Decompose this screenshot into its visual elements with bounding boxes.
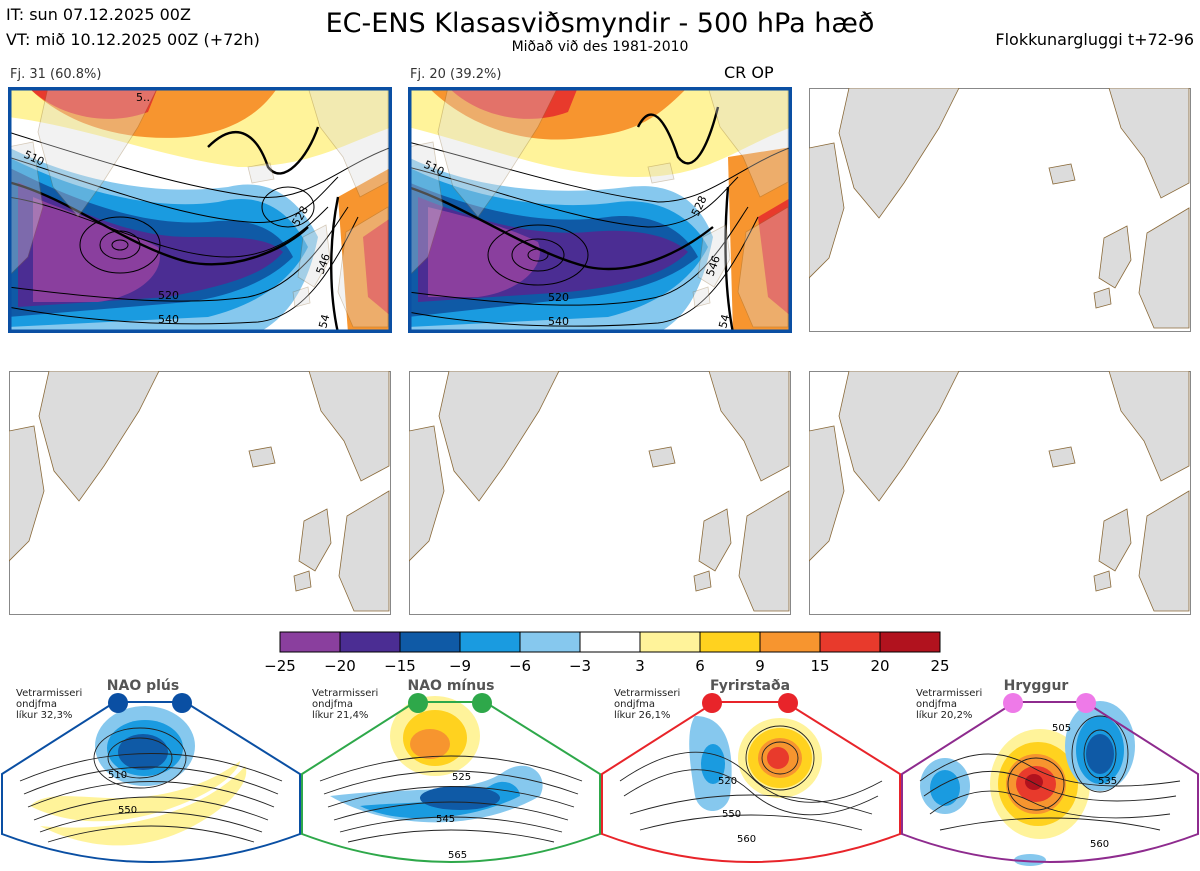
regime-blocking-contour-520: 520 xyxy=(718,776,737,787)
cluster-1-contour-520: 520 xyxy=(158,289,179,302)
colorbar-tick-label: 9 xyxy=(755,657,765,674)
cluster-2-contour-540: 540 xyxy=(548,315,569,328)
regime-ridge-note-2: ondjfma xyxy=(916,699,957,710)
colorbar-tick-label: 6 xyxy=(695,657,705,674)
empty-cluster-panel-3 xyxy=(809,88,1191,332)
empty-cluster-panel-6 xyxy=(809,371,1191,615)
colorbar-tick-label: −15 xyxy=(384,657,416,674)
colorbar-tick-label: 15 xyxy=(810,657,829,674)
empty-cluster-panel-4 xyxy=(9,371,391,615)
regime-nao-minus-note-1: Vetrarmisseri xyxy=(312,688,378,699)
regime-nao-minus-note-2: ondjfma xyxy=(312,699,353,710)
issue-time: IT: sun 07.12.2025 00Z xyxy=(6,5,191,24)
regime-blocking-note-3: líkur 26,1% xyxy=(614,709,670,721)
regime-nao-plus-note-3: líkur 32,3% xyxy=(16,709,72,721)
cluster-1-map: 510 520 528 540 546 5.. 54 xyxy=(8,87,392,333)
regime-ridge-note-1: Vetrarmisseri xyxy=(916,688,982,699)
colorbar-tick-label: 25 xyxy=(930,657,949,674)
regime-ridge: Hryggur Vetrarmisseri ondjfma líkur 20,2… xyxy=(901,678,1199,866)
regime-ridge-contour-560: 560 xyxy=(1090,839,1109,850)
regime-nao-plus-name: NAO plús xyxy=(107,678,179,694)
colorbar-bin-4 xyxy=(519,631,581,653)
colorbar-tick-label: 3 xyxy=(635,657,645,674)
cluster-2-tag: CR OP xyxy=(724,63,774,82)
regime-nao-plus-note-2: ondjfma xyxy=(16,699,57,710)
regime-blocking-note-2: ondjfma xyxy=(614,699,655,710)
colorbar-bin-10 xyxy=(879,631,941,653)
colorbar-bin-9 xyxy=(819,631,881,653)
classification-window: Flokkunargluggi t+72-96 xyxy=(995,30,1194,49)
colorbar-bin-5 xyxy=(579,631,641,653)
regime-nao-plus-contour-550: 550 xyxy=(118,805,137,816)
cluster-2-map: 510 520 528 540 546 54 xyxy=(408,87,792,333)
cluster-1-contour-54: 54 xyxy=(316,313,332,330)
empty-cluster-panel-5 xyxy=(409,371,791,615)
cluster-1-label: Fj. 31 (60.8%) xyxy=(10,67,102,82)
regime-nao-plus-note-1: Vetrarmisseri xyxy=(16,688,82,699)
regime-ridge-note-3: líkur 20,2% xyxy=(916,709,972,721)
regime-nao-minus-contour-545: 545 xyxy=(436,814,455,825)
cluster-1-contour-540: 540 xyxy=(158,313,179,326)
colorbar-bin-6 xyxy=(639,631,701,653)
regime-blocking-name: Fyrirstaða xyxy=(710,678,790,694)
regime-nao-minus-name: NAO mínus xyxy=(408,678,495,694)
colorbar-tick-label: −6 xyxy=(509,657,531,674)
colorbar-tick-label: −3 xyxy=(569,657,591,674)
chart-title: EC-ENS Klasasviðsmyndir - 500 hPa hæð xyxy=(325,8,875,39)
colorbar-bin-1 xyxy=(339,631,401,653)
colorbar-tick-label: −25 xyxy=(264,657,296,674)
chart-subtitle: Miðað við des 1981-2010 xyxy=(511,39,689,55)
colorbar-bin-8 xyxy=(759,631,821,653)
colorbar: −25 −20 −15 −9 −6 −3 3 6 9 15 20 25 xyxy=(264,631,950,674)
regime-blocking-contour-550: 550 xyxy=(722,809,741,820)
regime-blocking: Fyrirstaða Vetrarmisseri ondjfma líkur 2… xyxy=(601,678,901,863)
regime-ridge-name: Hryggur xyxy=(1004,678,1069,694)
regime-nao-plus: NAO plús Vetrarmisseri ondjfma líkur 32,… xyxy=(1,678,301,863)
colorbar-bin-7 xyxy=(699,631,761,653)
regime-ridge-contour-505: 505 xyxy=(1052,723,1071,734)
colorbar-bin-2 xyxy=(399,631,461,653)
colorbar-tick-label: 20 xyxy=(870,657,889,674)
cluster-2-contour-520: 520 xyxy=(548,291,569,304)
regime-blocking-note-1: Vetrarmisseri xyxy=(614,688,680,699)
valid-time: VT: mið 10.12.2025 00Z (+72h) xyxy=(6,30,260,49)
regime-ridge-contour-535: 535 xyxy=(1098,776,1117,787)
regime-nao-minus: NAO mínus Vetrarmisseri ondjfma líkur 21… xyxy=(301,678,601,863)
colorbar-tick-label: −20 xyxy=(324,657,356,674)
cluster-1-contour-top: 5.. xyxy=(136,91,150,104)
cluster-2-label: Fj. 20 (39.2%) xyxy=(410,67,502,82)
cluster-2-contour-54: 54 xyxy=(716,313,732,330)
regime-nao-minus-contour-525: 525 xyxy=(452,772,471,783)
regime-blocking-contour-560: 560 xyxy=(737,834,756,845)
regime-nao-minus-note-3: líkur 21,4% xyxy=(312,709,368,721)
colorbar-bin-0 xyxy=(279,631,341,653)
colorbar-bin-3 xyxy=(459,631,521,653)
regime-nao-plus-contour-510: 510 xyxy=(108,770,127,781)
regime-nao-minus-contour-565: 565 xyxy=(448,850,467,861)
colorbar-tick-label: −9 xyxy=(449,657,471,674)
